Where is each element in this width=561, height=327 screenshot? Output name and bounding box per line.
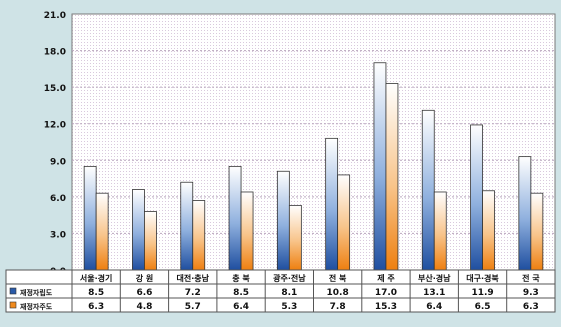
x-tick-label: 전 북 [329,273,347,283]
data-label: 7.2 [185,288,201,298]
data-label: 6.4 [233,302,249,312]
data-label: 5.3 [281,302,297,312]
bar-series-1 [325,137,339,271]
y-tick-label: 15.0 [44,84,66,94]
bar-series-2 [288,204,302,271]
data-label: 6.5 [475,302,491,312]
bar-series-2 [530,192,544,271]
y-tick-label: 12.0 [44,121,66,131]
data-label: 6.4 [426,302,442,312]
x-tick-label: 대전·충남 [177,273,210,283]
bar-series-1 [518,156,532,271]
x-tick-label: 강 원 [136,273,154,283]
x-tick-label: 전 국 [522,273,540,283]
bar-series-1 [421,109,435,271]
bar-series-2 [95,192,109,271]
data-label: 10.8 [327,288,349,298]
x-tick-label: 충 북 [232,273,250,283]
data-label: 11.9 [471,288,493,298]
data-label: 6.6 [136,288,152,298]
data-label: 5.7 [185,302,201,312]
y-axis-ticks: 0.03.06.09.012.015.018.021.0 [44,11,66,277]
x-tick-label: 대구·경북 [466,273,499,283]
bar-series-1 [180,181,194,271]
bar-series-1 [373,62,387,271]
bar-series-1 [470,124,483,271]
bar-series-2 [482,190,495,271]
bar-series-2 [144,211,157,271]
y-tick-label: 9.0 [50,157,66,167]
legend-swatch [9,301,17,309]
bar-series-1 [228,165,242,271]
bar-series-2 [192,200,206,271]
table-frame [5,269,556,313]
data-label: 9.3 [523,288,539,298]
x-tick-label: 광주·전남 [273,273,306,283]
x-tick-label: 제 주 [377,273,395,283]
data-label: 6.3 [88,302,104,312]
legend-label: 재정자주도 [20,302,53,311]
y-tick-label: 21.0 [44,11,66,21]
legend-label: 재정자립도 [20,288,53,297]
data-label: 4.8 [136,302,152,312]
y-tick-label: 18.0 [44,48,66,58]
x-tick-label: 부산·경남 [418,273,451,283]
data-label: 8.1 [281,288,297,298]
bar-series-2 [385,83,399,271]
data-label: 15.3 [375,302,397,312]
bar-series-1 [83,165,97,271]
bar-series-1 [132,189,145,271]
legend-swatch [9,287,17,295]
data-table: 서울·경기 강 원 대전·충남 충 북 광주·전남 전 북 제 주 부산·경남 대구·경북 전 국… [5,269,556,313]
bar-series-2 [337,174,351,271]
data-label: 17.0 [375,288,397,298]
y-tick-label: 6.0 [50,194,66,204]
data-label: 8.5 [233,288,249,298]
x-tick-label: 서울·경기 [80,273,112,283]
data-label: 13.1 [423,288,445,298]
data-label: 8.5 [88,288,104,298]
bar-series-2 [433,191,447,271]
bars [83,62,544,271]
data-label: 6.3 [523,302,539,312]
data-label: 7.8 [330,302,346,312]
y-tick-label: 3.0 [50,230,66,240]
bar-series-2 [240,191,254,271]
bar-series-1 [276,170,290,271]
